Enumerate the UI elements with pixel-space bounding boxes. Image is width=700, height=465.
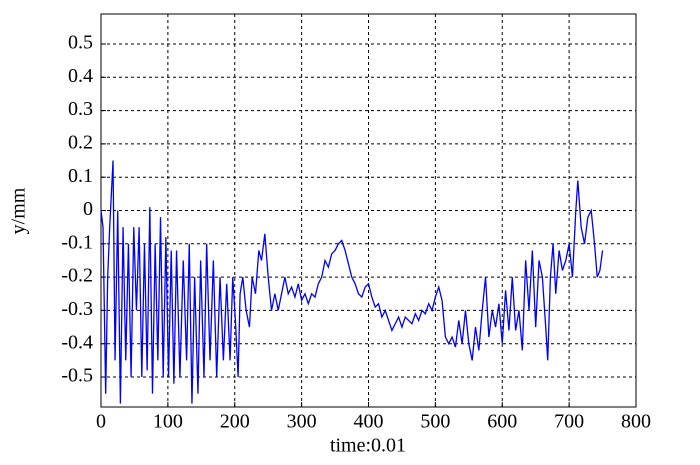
y-tick-label: 0 xyxy=(83,198,93,220)
y-tick-label: -0.5 xyxy=(61,365,93,387)
x-tick-label: 0 xyxy=(96,411,106,433)
y-tick-label: 0.2 xyxy=(68,131,93,153)
y-tick-label: 0.5 xyxy=(68,32,93,54)
x-tick-label: 800 xyxy=(621,411,651,433)
y-tick-label: -0.3 xyxy=(61,298,93,320)
x-tick-label: 100 xyxy=(153,411,183,433)
x-tick-label: 300 xyxy=(287,411,317,433)
x-tick-label: 200 xyxy=(220,411,250,433)
y-axis-label: y/mm xyxy=(8,187,30,234)
data-line xyxy=(100,160,604,404)
y-tick-label: 0.3 xyxy=(68,98,93,120)
y-tick-label: -0.4 xyxy=(61,331,93,353)
y-tick-label: -0.1 xyxy=(61,231,93,253)
x-tick-label: 700 xyxy=(554,411,584,433)
y-tick-label: 0.4 xyxy=(68,65,93,87)
x-tick-label: 500 xyxy=(420,411,450,433)
x-tick-label: 600 xyxy=(487,411,517,433)
x-tick-label: 400 xyxy=(354,411,384,433)
y-tick-label: -0.2 xyxy=(61,265,93,287)
x-axis-label: time:0.01 xyxy=(330,435,406,457)
y-tick-label: 0.1 xyxy=(68,165,93,187)
